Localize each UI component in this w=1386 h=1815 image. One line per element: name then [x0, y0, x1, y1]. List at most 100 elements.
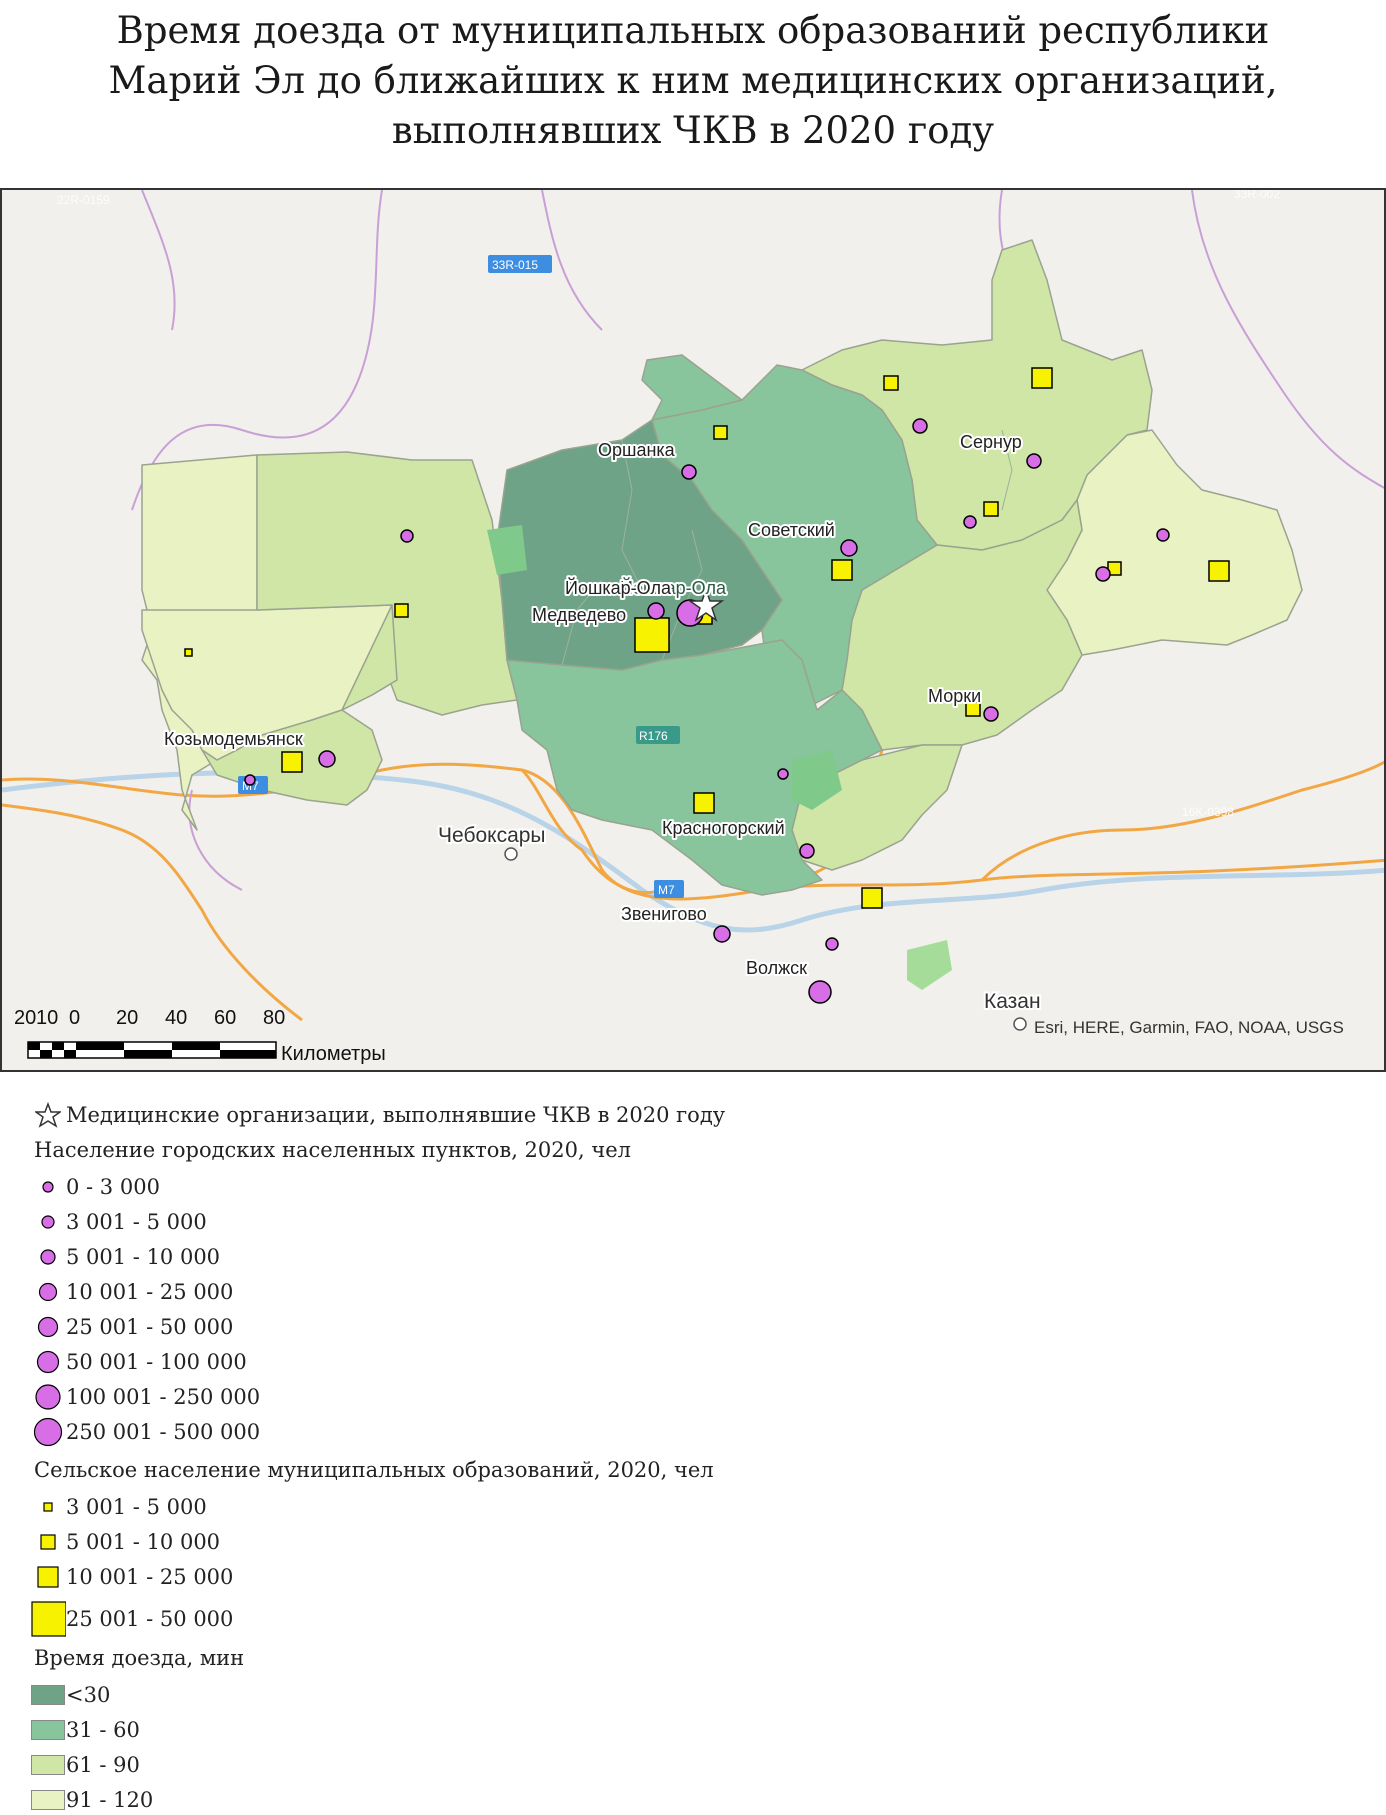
label-cheboksary: Чебоксары: [438, 824, 546, 847]
rural-square[interactable]: [634, 617, 670, 653]
legend-rural-label: 5 001 - 10 000: [66, 1530, 221, 1554]
rural-square[interactable]: [713, 425, 728, 440]
legend-urban-row: 25 001 - 50 000: [30, 1312, 233, 1342]
legend-urban-label: 100 001 - 250 000: [66, 1385, 261, 1409]
map-canvas[interactable]: 33R-015 M7 M7 R176 22R-0159 33R-002 16K-…: [2, 190, 1386, 1072]
urban-circle-morki[interactable]: [983, 706, 999, 722]
rural-square[interactable]: [831, 559, 853, 581]
legend-time-label: 91 - 120: [66, 1788, 154, 1812]
urban-circle[interactable]: [963, 515, 977, 529]
legend-urban-label: 250 001 - 500 000: [66, 1420, 261, 1444]
zone-patch-3: [907, 940, 952, 990]
district-boundaries: [561, 429, 1013, 666]
legend-urban-row: 10 001 - 25 000: [30, 1277, 233, 1307]
urban-circle[interactable]: [1156, 528, 1170, 542]
legend-urban-label: 5 001 - 10 000: [66, 1245, 221, 1269]
urban-circle-volzhsk[interactable]: [808, 980, 832, 1004]
legend-rural-row: 25 001 - 50 000: [30, 1600, 233, 1638]
label-yoshkar-ola-base: Йошкар-Ола: [620, 577, 727, 598]
legend-time-label: <30: [66, 1683, 111, 1707]
urban-circle-zvenigovo[interactable]: [713, 925, 731, 943]
legend-urban-label: 25 001 - 50 000: [66, 1315, 234, 1339]
legend-rural-row: 5 001 - 10 000: [30, 1527, 220, 1557]
svg-text:R176: R176: [639, 729, 668, 743]
rural-square[interactable]: [693, 792, 715, 814]
road-shield-r1: 33R-015: [488, 255, 552, 273]
svg-text:33R-015: 33R-015: [492, 258, 538, 272]
urban-circle[interactable]: [912, 418, 928, 434]
label-zvenigovo: Звенигово: [621, 904, 707, 924]
legend-time-label: 61 - 90: [66, 1753, 140, 1777]
urban-circle-krasnogorsky[interactable]: [799, 843, 815, 859]
urban-circle-orshanka[interactable]: [681, 464, 697, 480]
map-title: Время доезда от муниципальных образовани…: [0, 6, 1386, 156]
legend-rural-label: 10 001 - 25 000: [66, 1565, 234, 1589]
legend-rural-row: 3 001 - 5 000: [30, 1492, 207, 1522]
label-sovetsky: Советский: [748, 520, 835, 540]
urban-circle[interactable]: [1095, 566, 1111, 582]
regional-roads: [131, 190, 1384, 891]
urban-circle-kozmodemyansk[interactable]: [318, 750, 336, 768]
cheboksary-point: [504, 847, 518, 861]
legend-time-row: 91 - 120: [30, 1785, 153, 1815]
legend-time-label: 31 - 60: [66, 1718, 140, 1742]
rural-square[interactable]: [965, 701, 981, 717]
road-shield-r6: 33R-002: [1234, 190, 1280, 201]
legend-urban-row: 0 - 3 000: [30, 1172, 160, 1202]
urban-circle-sovetsky[interactable]: [840, 539, 858, 557]
label-morki: Морки: [928, 686, 981, 706]
road-shield-r7: 16K-0398: [1182, 805, 1234, 819]
legend-rural-heading: Сельское население муниципальных образов…: [34, 1458, 714, 1482]
legend-time-row: 31 - 60: [30, 1715, 140, 1745]
star-icon: [30, 1102, 66, 1128]
zone-gornomari: [201, 604, 398, 806]
rural-square[interactable]: [1208, 560, 1230, 582]
scale-tick-label: 20: [14, 1007, 36, 1029]
urban-circle[interactable]: [244, 774, 256, 786]
label-medvedevo: Медведево: [532, 605, 626, 625]
legend-urban-label: 0 - 3 000: [66, 1175, 160, 1199]
scale-tick-label: 80: [263, 1007, 285, 1029]
map-attribution: Esri, HERE, Garmin, FAO, NOAA, USGS: [1034, 1018, 1344, 1037]
scale-tick-label: 20: [116, 1007, 138, 1029]
rural-square[interactable]: [184, 648, 193, 657]
rural-markers: [184, 367, 1230, 909]
rural-square[interactable]: [394, 603, 409, 618]
facility-star[interactable]: [687, 587, 725, 622]
zone-north-strip: [641, 354, 743, 421]
legend-rural-label: 3 001 - 5 000: [66, 1495, 207, 1519]
kazan-point: [1013, 1017, 1027, 1031]
label-krasnogorsky: Красногорский: [662, 818, 785, 838]
scale-tick-label: 40: [165, 1007, 187, 1029]
urban-circle[interactable]: [777, 768, 789, 780]
urban-circle-sernur[interactable]: [1026, 453, 1042, 469]
urban-circle[interactable]: [400, 529, 414, 543]
legend-time-heading: Время доезда, мин: [34, 1646, 245, 1670]
label-kazan: Казан: [984, 990, 1041, 1013]
scale-tick-label: 60: [214, 1007, 236, 1029]
legend-urban-label: 3 001 - 5 000: [66, 1210, 207, 1234]
rural-square[interactable]: [983, 501, 999, 517]
legend-urban-label: 50 001 - 100 000: [66, 1350, 247, 1374]
legend-time-row: 61 - 90: [30, 1750, 140, 1780]
urban-circle-medvedevo[interactable]: [647, 602, 665, 620]
legend-urban-row: 3 001 - 5 000: [30, 1207, 207, 1237]
rural-square[interactable]: [281, 751, 303, 773]
scale-tick-label: 10: [36, 1007, 58, 1029]
road-shield-r3: M7: [654, 880, 684, 898]
urban-markers: [244, 418, 1170, 1004]
title-line-3: выполнявших ЧКВ в 2020 году: [391, 109, 995, 152]
label-volzhsk: Волжск: [746, 958, 807, 978]
urban-circle[interactable]: [825, 937, 839, 951]
legend-urban-row: 250 001 - 500 000: [30, 1417, 260, 1447]
rural-square[interactable]: [861, 887, 883, 909]
legend-urban-heading: Население городских населенных пунктов, …: [34, 1138, 632, 1162]
legend-rural-label: 25 001 - 50 000: [66, 1607, 234, 1631]
label-kozmodemyansk: Козьмодемьянск: [164, 729, 303, 749]
label-yoshkar-ola: Йошкар-Ола: [565, 577, 672, 598]
map-frame[interactable]: 33R-015 M7 M7 R176 22R-0159 33R-002 16K-…: [0, 188, 1386, 1072]
rural-square[interactable]: [883, 375, 899, 391]
legend-facility: Медицинские организации, выполнявшие ЧКВ…: [30, 1100, 725, 1130]
legend-rural-row: 10 001 - 25 000: [30, 1562, 233, 1592]
rural-square[interactable]: [1031, 367, 1053, 389]
